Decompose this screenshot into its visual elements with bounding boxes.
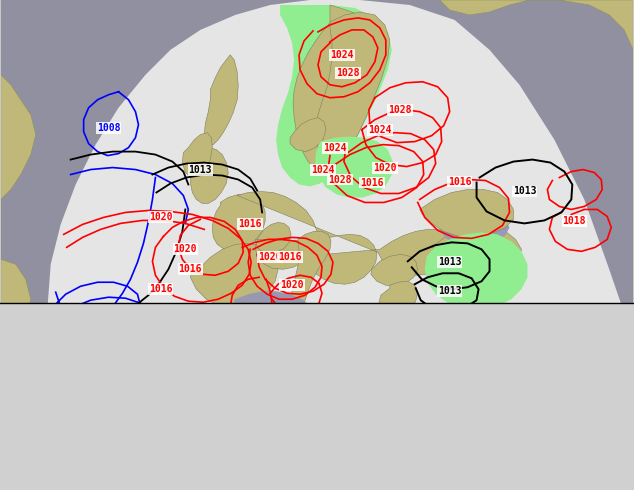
Text: 1024: 1024 (368, 124, 392, 135)
Polygon shape (379, 281, 418, 315)
Text: Surface pressure [hPa] UK-Global: Surface pressure [hPa] UK-Global (8, 463, 248, 475)
Text: 1013: 1013 (438, 257, 462, 268)
Polygon shape (290, 231, 331, 337)
Text: 1013: 1013 (513, 187, 536, 196)
Polygon shape (290, 118, 326, 151)
Text: 1016: 1016 (278, 252, 302, 262)
Polygon shape (212, 195, 265, 251)
Polygon shape (1, 341, 633, 451)
Text: 1020: 1020 (148, 213, 172, 222)
Polygon shape (101, 304, 550, 393)
Text: 1028: 1028 (388, 105, 411, 115)
Text: 1016: 1016 (179, 264, 202, 274)
Polygon shape (296, 5, 382, 174)
Polygon shape (371, 254, 418, 286)
Text: 1016: 1016 (148, 284, 172, 294)
Text: 1016: 1016 (238, 220, 262, 229)
Polygon shape (315, 137, 393, 197)
Polygon shape (388, 304, 557, 415)
Polygon shape (420, 190, 514, 236)
Text: 1016: 1016 (228, 389, 252, 399)
Polygon shape (48, 0, 633, 451)
Text: 1020: 1020 (280, 280, 304, 290)
Text: 1008: 1008 (97, 122, 120, 133)
Polygon shape (316, 12, 390, 163)
Text: 1016: 1016 (478, 370, 501, 380)
Text: 1016: 1016 (518, 362, 541, 372)
Polygon shape (293, 5, 380, 170)
Polygon shape (432, 227, 521, 274)
Text: 1028: 1028 (336, 68, 359, 78)
Polygon shape (183, 133, 212, 177)
Polygon shape (439, 213, 510, 245)
Text: 1013: 1013 (188, 165, 212, 174)
Text: 1028: 1028 (328, 174, 352, 185)
Text: 1020: 1020 (373, 163, 397, 172)
Text: <1016: <1016 (302, 415, 328, 423)
Polygon shape (276, 5, 392, 187)
Text: 1020: 1020 (259, 252, 282, 262)
Polygon shape (190, 147, 228, 203)
Text: 1020: 1020 (174, 245, 197, 254)
Text: 1016: 1016 (268, 304, 292, 314)
Polygon shape (204, 55, 238, 147)
Text: 1016: 1016 (328, 364, 352, 374)
Text: 1018: 1018 (209, 364, 232, 374)
Polygon shape (425, 232, 527, 309)
Text: 1024: 1024 (330, 50, 354, 60)
Polygon shape (237, 192, 458, 284)
Text: 1024: 1024 (311, 165, 335, 174)
Polygon shape (1, 75, 36, 451)
Text: 1018: 1018 (562, 217, 586, 226)
Text: 1016: 1016 (99, 334, 122, 344)
Polygon shape (234, 291, 328, 362)
Text: 1008: 1008 (89, 304, 112, 314)
Text: We 08-05-2024 00:00 UTC (12+156): We 08-05-2024 00:00 UTC (12+156) (386, 463, 626, 475)
Text: 1016: 1016 (360, 177, 384, 188)
Text: 1013: 1013 (438, 286, 462, 296)
Text: 1016: 1016 (448, 176, 471, 187)
Polygon shape (190, 244, 278, 307)
Polygon shape (439, 0, 633, 451)
Text: 1024: 1024 (323, 143, 347, 152)
